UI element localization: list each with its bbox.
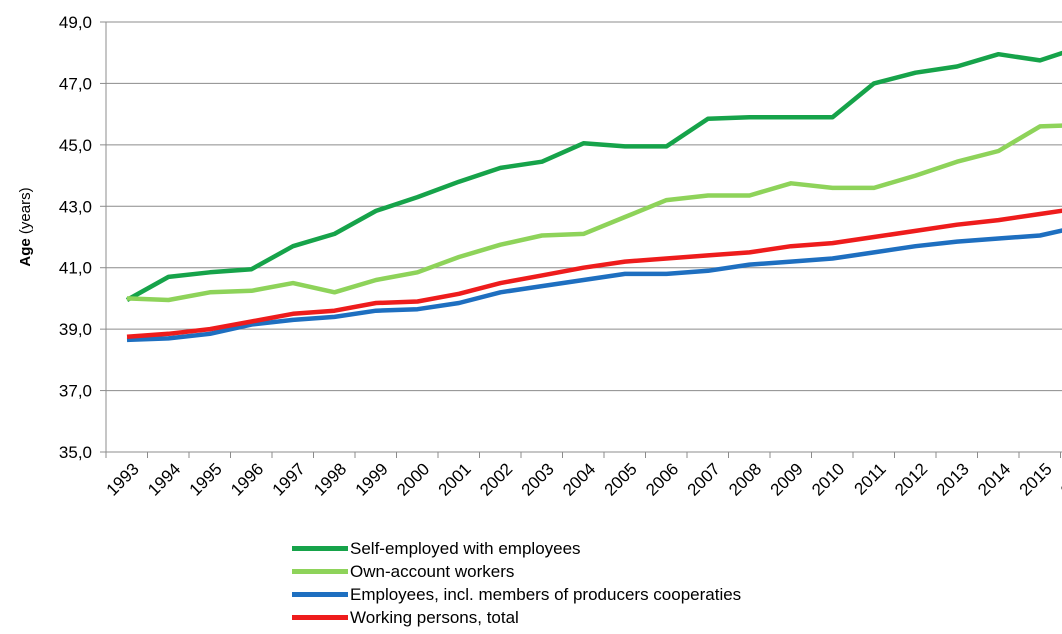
- y-axis-title-bold: Age: [17, 238, 34, 266]
- y-axis-title-unit: (years): [17, 187, 34, 238]
- legend-item: Self-employed with employees: [292, 537, 912, 560]
- x-tick-label: 2004: [559, 459, 599, 499]
- series-lines: [125, 50, 1062, 343]
- x-tick-label: 2005: [601, 459, 641, 499]
- x-tick-label: 2002: [476, 459, 516, 499]
- x-tick-label: 1997: [269, 459, 309, 499]
- x-tick-label: 2000: [393, 459, 433, 499]
- x-tick-label: 2014: [974, 459, 1014, 499]
- legend-swatch: [292, 592, 348, 597]
- legend-label: Employees, incl. members of producers co…: [350, 584, 742, 604]
- legend-label: Working persons, total: [350, 607, 519, 627]
- x-tick-label: 2008: [725, 459, 765, 499]
- x-tick-label: 1994: [144, 459, 184, 499]
- x-tick-label: 2001: [435, 459, 475, 499]
- legend-item: Working persons, total: [292, 606, 912, 629]
- x-tick-label: 2012: [891, 459, 931, 499]
- x-tick-label: 1996: [227, 459, 267, 499]
- x-tick-label: 1995: [186, 459, 226, 499]
- x-tick-label: 2009: [767, 459, 807, 499]
- x-tick-label: 2015: [1016, 459, 1056, 499]
- y-tick-label: 39,0: [59, 320, 92, 339]
- legend-swatch: [292, 546, 348, 551]
- y-tick-label: 35,0: [59, 443, 92, 462]
- gridlines: [106, 21, 1062, 453]
- y-tick-label: 49,0: [59, 13, 92, 32]
- x-tick-label: 2016: [1057, 459, 1062, 499]
- x-tick-label: 1998: [310, 459, 350, 499]
- x-tick-label: 1993: [103, 459, 143, 499]
- series-line-2: [126, 228, 1062, 343]
- legend-label: Own-account workers: [350, 561, 515, 581]
- y-tick-labels: 35,0 37,0 39,0 41,0 43,0 45,0 47,0 49,0: [59, 13, 92, 462]
- series-line-1: [126, 123, 1062, 303]
- series-line-3: [126, 208, 1062, 340]
- y-tick-label: 47,0: [59, 74, 92, 93]
- series-line-0: [125, 50, 1062, 302]
- x-tick-label: 1999: [352, 459, 392, 499]
- x-tick-label: 2007: [684, 459, 724, 499]
- x-tick-label: 2003: [518, 459, 558, 499]
- legend-item: Employees, incl. members of producers co…: [292, 583, 912, 606]
- legend-item: Own-account workers: [292, 560, 912, 583]
- y-axis-title: Age (years): [17, 187, 34, 266]
- x-tick-label: 2013: [933, 459, 973, 499]
- legend-swatch: [292, 569, 348, 574]
- y-tick-label: 45,0: [59, 136, 92, 155]
- y-tick-label: 41,0: [59, 259, 92, 278]
- x-tick-label: 2010: [808, 459, 848, 499]
- x-tick-label: 2006: [642, 459, 682, 499]
- x-tick-labels: 1993 1994 1995 1996 1997 1998 1999 2000 2001 2002…: [103, 459, 1062, 499]
- y-tick-label: 43,0: [59, 197, 92, 216]
- axes: [100, 21, 1062, 458]
- x-tick-label: 2011: [851, 459, 890, 498]
- legend: Self-employed with employees Own-account …: [292, 537, 912, 629]
- legend-swatch: [292, 615, 348, 620]
- legend-label: Self-employed with employees: [350, 538, 581, 558]
- y-tick-label: 37,0: [59, 382, 92, 401]
